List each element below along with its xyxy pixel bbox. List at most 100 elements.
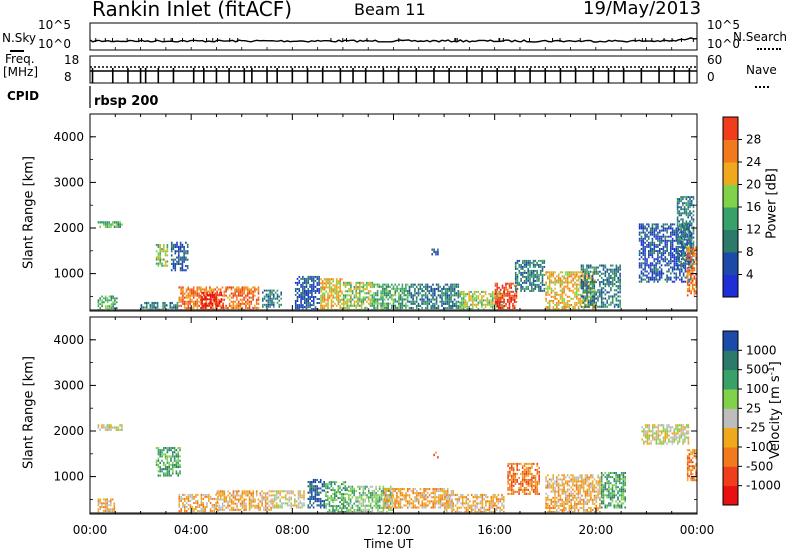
power-cell: [685, 210, 688, 213]
power-cell: [662, 229, 665, 232]
power-cell: [522, 275, 524, 278]
power-cell: [327, 294, 329, 297]
power-cell: [355, 296, 357, 299]
velocity-cell: [423, 504, 425, 507]
power-cell: [204, 306, 207, 309]
power-cell: [649, 266, 652, 269]
power-cell: [615, 289, 618, 292]
power-cell: [577, 306, 580, 308]
power-cell: [392, 287, 395, 290]
power-cell: [210, 294, 212, 297]
power-cell: [670, 276, 672, 279]
power-cell: [210, 300, 212, 303]
power-cell: [323, 298, 326, 301]
velocity-cell: [337, 489, 340, 492]
power-cell: [414, 302, 416, 305]
power-cell: [675, 248, 678, 250]
power-cell: [664, 252, 667, 255]
power-cell: [649, 248, 652, 250]
power-cell: [534, 273, 537, 276]
velocity-cell: [401, 492, 404, 495]
power-cell: [455, 283, 458, 286]
power-cell: [693, 269, 696, 272]
velocity-cell: [236, 502, 238, 505]
power-cell: [499, 298, 502, 301]
power-cell: [505, 288, 507, 291]
velocity-cell: [241, 500, 244, 503]
velocity-cell: [261, 498, 263, 501]
power-cell: [382, 283, 384, 286]
power-cell: [568, 275, 571, 278]
velocity-cell: [314, 487, 317, 490]
power-cell: [685, 256, 688, 259]
power-cell: [110, 303, 113, 306]
power-cell: [182, 302, 184, 305]
power-cell: [369, 294, 372, 297]
power-cell: [572, 271, 574, 274]
power-cell: [159, 256, 161, 259]
velocity-cell: [401, 498, 404, 501]
velocity-cell: [97, 500, 100, 503]
power-cell: [185, 306, 188, 309]
power-cell: [387, 290, 389, 293]
power-cell: [200, 302, 202, 305]
power-cell: [648, 225, 650, 228]
velocity-cell: [172, 466, 174, 469]
power-cell: [680, 224, 682, 227]
power-cell: [611, 285, 614, 288]
power-cell: [367, 298, 370, 301]
power-cell: [477, 308, 480, 311]
velocity-cell: [314, 497, 317, 500]
power-cell: [243, 290, 245, 293]
power-cell: [490, 295, 492, 298]
velocity-cell: [318, 504, 320, 507]
velocity-cell: [358, 508, 361, 511]
velocity-cell: [204, 495, 206, 498]
power-cell: [457, 304, 460, 307]
velocity-cell: [236, 492, 238, 495]
power-cell: [321, 306, 324, 309]
power-cell: [644, 227, 646, 230]
velocity-cell: [335, 505, 338, 508]
velocity-cell: [259, 494, 262, 497]
power-cell: [584, 303, 586, 306]
velocity-cell: [104, 508, 107, 511]
power-cell: [613, 272, 616, 275]
power-cell: [186, 252, 189, 255]
power-cell: [211, 294, 214, 297]
power-cell: [237, 288, 240, 291]
power-cell: [619, 264, 621, 267]
power-cell: [394, 294, 397, 297]
power-cell: [548, 273, 551, 276]
power-cell: [276, 297, 279, 300]
power-cell: [350, 304, 352, 307]
power-cell: [514, 279, 517, 282]
velocity-cell: [423, 502, 425, 505]
power-cell: [676, 216, 679, 219]
velocity-cell: [416, 490, 418, 493]
power-cell: [303, 298, 306, 300]
power-cell: [683, 267, 686, 269]
power-cell: [576, 285, 578, 288]
velocity-cell: [163, 447, 165, 450]
power-cell: [579, 285, 582, 288]
power-cell: [691, 283, 694, 286]
power-cell: [369, 298, 372, 301]
power-cell: [644, 270, 646, 273]
velocity-cell: [164, 463, 167, 466]
power-cell: [659, 252, 661, 255]
velocity-cell: [110, 510, 112, 512]
power-cell: [328, 280, 331, 283]
velocity-cell: [113, 508, 116, 511]
velocity-cell: [405, 496, 407, 499]
power-cell: [311, 304, 313, 307]
power-cell: [655, 229, 657, 232]
power-cell: [394, 292, 397, 295]
velocity-cell: [357, 498, 359, 501]
velocity-cell: [373, 492, 376, 495]
power-cell: [600, 281, 603, 284]
velocity-cell: [259, 506, 262, 509]
power-cell: [695, 292, 697, 295]
power-cell: [178, 256, 180, 259]
velocity-cell: [311, 493, 313, 496]
